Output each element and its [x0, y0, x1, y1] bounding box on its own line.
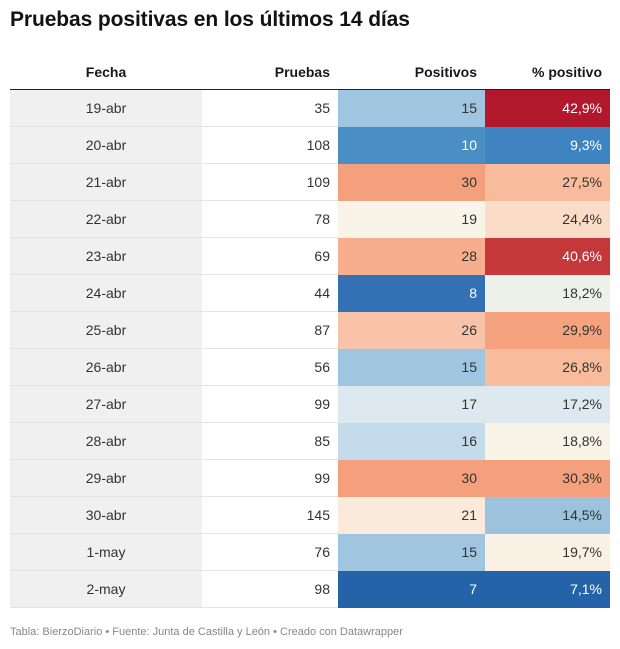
cell-positivos: 30	[338, 459, 485, 497]
cell-positivos: 16	[338, 422, 485, 460]
table-row: 1-may 76 15 19,7%	[10, 533, 610, 571]
table-row: 24-abr 44 8 18,2%	[10, 274, 610, 312]
cell-pruebas: 85	[202, 422, 338, 460]
cell-positivos: 26	[338, 311, 485, 349]
cell-pct-positivo: 18,2%	[485, 274, 610, 312]
cell-fecha: 25-abr	[10, 311, 202, 349]
cell-positivos: 21	[338, 496, 485, 534]
cell-pruebas: 99	[202, 459, 338, 497]
cell-pct-positivo: 9,3%	[485, 126, 610, 164]
cell-pruebas: 145	[202, 496, 338, 534]
cell-pruebas: 76	[202, 533, 338, 571]
cell-fecha: 24-abr	[10, 274, 202, 312]
data-table: Fecha Pruebas Positivos % positivo 19-ab…	[10, 55, 610, 608]
cell-pruebas: 56	[202, 348, 338, 386]
table-row: 26-abr 56 15 26,8%	[10, 348, 610, 386]
cell-fecha: 22-abr	[10, 200, 202, 238]
cell-pct-positivo: 19,7%	[485, 533, 610, 571]
cell-fecha: 2-may	[10, 570, 202, 608]
page-title: Pruebas positivas en los últimos 14 días	[10, 8, 410, 31]
cell-pct-positivo: 29,9%	[485, 311, 610, 349]
table-row: 21-abr 109 30 27,5%	[10, 163, 610, 201]
cell-pct-positivo: 17,2%	[485, 385, 610, 423]
cell-fecha: 20-abr	[10, 126, 202, 164]
header-pruebas[interactable]: Pruebas	[202, 55, 338, 90]
table-row: 23-abr 69 28 40,6%	[10, 237, 610, 275]
header-positivos[interactable]: Positivos	[338, 55, 485, 90]
cell-pct-positivo: 40,6%	[485, 237, 610, 275]
table-row: 30-abr 145 21 14,5%	[10, 496, 610, 534]
cell-positivos: 8	[338, 274, 485, 312]
cell-fecha: 19-abr	[10, 89, 202, 127]
cell-pruebas: 78	[202, 200, 338, 238]
cell-pct-positivo: 24,4%	[485, 200, 610, 238]
cell-pct-positivo: 27,5%	[485, 163, 610, 201]
table-row: 22-abr 78 19 24,4%	[10, 200, 610, 238]
cell-fecha: 30-abr	[10, 496, 202, 534]
cell-pct-positivo: 26,8%	[485, 348, 610, 386]
table-row: 25-abr 87 26 29,9%	[10, 311, 610, 349]
cell-positivos: 30	[338, 163, 485, 201]
cell-positivos: 19	[338, 200, 485, 238]
cell-positivos: 15	[338, 348, 485, 386]
cell-fecha: 23-abr	[10, 237, 202, 275]
table-row: 19-abr 35 15 42,9%	[10, 89, 610, 127]
cell-pruebas: 35	[202, 89, 338, 127]
cell-pruebas: 87	[202, 311, 338, 349]
cell-positivos: 15	[338, 89, 485, 127]
cell-fecha: 28-abr	[10, 422, 202, 460]
header-pct-positivo[interactable]: % positivo	[485, 55, 610, 90]
table-header-row: Fecha Pruebas Positivos % positivo	[10, 55, 610, 90]
cell-pct-positivo: 7,1%	[485, 570, 610, 608]
cell-positivos: 15	[338, 533, 485, 571]
table-row: 28-abr 85 16 18,8%	[10, 422, 610, 460]
cell-pruebas: 98	[202, 570, 338, 608]
cell-pct-positivo: 18,8%	[485, 422, 610, 460]
table-row: 27-abr 99 17 17,2%	[10, 385, 610, 423]
cell-pruebas: 69	[202, 237, 338, 275]
cell-fecha: 1-may	[10, 533, 202, 571]
cell-pct-positivo: 14,5%	[485, 496, 610, 534]
cell-pruebas: 99	[202, 385, 338, 423]
cell-positivos: 17	[338, 385, 485, 423]
cell-pruebas: 108	[202, 126, 338, 164]
cell-pct-positivo: 42,9%	[485, 89, 610, 127]
cell-fecha: 29-abr	[10, 459, 202, 497]
table-body: 19-abr 35 15 42,9% 20-abr 108 10 9,3% 21-abr 109 3…	[10, 89, 610, 608]
cell-positivos: 10	[338, 126, 485, 164]
cell-positivos: 7	[338, 570, 485, 608]
cell-positivos: 28	[338, 237, 485, 275]
cell-pct-positivo: 30,3%	[485, 459, 610, 497]
cell-pruebas: 109	[202, 163, 338, 201]
header-fecha[interactable]: Fecha	[10, 55, 202, 90]
table-row: 20-abr 108 10 9,3%	[10, 126, 610, 164]
cell-pruebas: 44	[202, 274, 338, 312]
cell-fecha: 21-abr	[10, 163, 202, 201]
footer-credits: Tabla: BierzoDiario • Fuente: Junta de C…	[10, 626, 403, 638]
table-row: 29-abr 99 30 30,3%	[10, 459, 610, 497]
cell-fecha: 27-abr	[10, 385, 202, 423]
table-row: 2-may 98 7 7,1%	[10, 570, 610, 608]
cell-fecha: 26-abr	[10, 348, 202, 386]
